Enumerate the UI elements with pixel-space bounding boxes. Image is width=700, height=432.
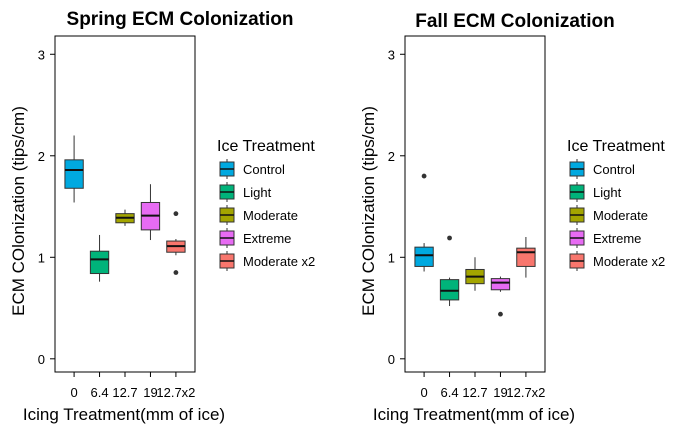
fall-legend-key-0: Control bbox=[569, 159, 635, 179]
spring-box-1 bbox=[89, 234, 110, 282]
spring-legend-label: Light bbox=[243, 185, 272, 200]
fall-chart-panel: Fall ECM Colonization ECM COlonization (… bbox=[359, 11, 665, 424]
spring-xtick-label: 12.7x2 bbox=[156, 385, 195, 400]
fall-xtick-label: 0 bbox=[420, 385, 427, 400]
spring-chart-title: Spring ECM Colonization bbox=[67, 9, 294, 30]
spring-legend-key-2: Moderate bbox=[219, 205, 298, 225]
fall-outlier-point bbox=[447, 235, 452, 241]
spring-y-axis-label: ECM COlonization (tips/cm) bbox=[9, 106, 28, 316]
fall-legend-label: Moderate bbox=[593, 208, 648, 223]
spring-ytick-label: 3 bbox=[38, 47, 45, 62]
spring-xtick-label: 0 bbox=[70, 385, 77, 400]
fall-legend-key-2: Moderate bbox=[569, 205, 648, 225]
fall-box-body bbox=[516, 247, 536, 267]
fall-legend: Ice Treatment Control Light Moderate Extrem… bbox=[567, 138, 665, 271]
fall-x-axis-label: Icing Treatment(mm of ice) bbox=[373, 405, 575, 424]
spring-legend-label: Control bbox=[243, 162, 285, 177]
spring-legend-key-1: Light bbox=[219, 182, 272, 202]
spring-ytick-label: 0 bbox=[38, 352, 45, 367]
spring-chart-panel: Spring ECM Colonization ECM COlonization… bbox=[9, 9, 315, 424]
spring-outlier-point bbox=[173, 270, 179, 275]
spring-box-body bbox=[64, 159, 84, 189]
spring-legend-key-3: Extreme bbox=[219, 228, 291, 248]
spring-box-4 bbox=[166, 211, 186, 275]
fall-legend-key-4: Moderate x2 bbox=[569, 251, 665, 271]
fall-xtick-label: 12.7x2 bbox=[506, 385, 545, 400]
spring-legend-title: Ice Treatment bbox=[217, 138, 315, 155]
fall-xtick-label: 6.4 bbox=[441, 385, 459, 400]
fall-legend-label: Light bbox=[593, 185, 622, 200]
fall-ytick-label: 3 bbox=[388, 47, 395, 62]
fall-ytick-label: 1 bbox=[388, 250, 395, 265]
fall-box-body bbox=[414, 246, 434, 267]
spring-box-body bbox=[89, 250, 110, 275]
fall-plot-area bbox=[404, 35, 546, 373]
fall-box-4 bbox=[516, 236, 536, 278]
spring-x-axis-label: Icing Treatment(mm of ice) bbox=[23, 405, 225, 424]
fall-box-body bbox=[439, 279, 460, 301]
fall-box-body bbox=[490, 278, 511, 291]
spring-legend-label: Extreme bbox=[243, 231, 291, 246]
fall-outlier-point bbox=[498, 311, 503, 317]
spring-legend: Ice Treatment Control Light Moderate Extrem… bbox=[217, 138, 315, 271]
spring-legend-label: Moderate bbox=[243, 208, 298, 223]
spring-box-2 bbox=[115, 209, 135, 226]
fall-xtick-label: 12.7 bbox=[462, 385, 487, 400]
spring-xtick-label: 19 bbox=[143, 385, 157, 400]
spring-xtick-label: 12.7 bbox=[112, 385, 137, 400]
fall-outlier-point bbox=[421, 173, 427, 179]
fall-legend-label: Extreme bbox=[593, 231, 641, 246]
fall-box-0 bbox=[414, 173, 434, 272]
spring-plot-area bbox=[54, 35, 196, 373]
fall-legend-title: Ice Treatment bbox=[567, 138, 665, 155]
spring-legend-key-0: Control bbox=[219, 159, 285, 179]
spring-xtick-label: 6.4 bbox=[91, 385, 109, 400]
spring-outlier-point bbox=[173, 211, 179, 217]
fall-box-2 bbox=[465, 257, 485, 291]
fall-ytick-label: 0 bbox=[388, 352, 395, 367]
spring-ytick-label: 2 bbox=[38, 149, 45, 164]
fall-legend-key-1: Light bbox=[569, 182, 622, 202]
fall-box-3 bbox=[490, 276, 511, 317]
fall-legend-label: Control bbox=[593, 162, 635, 177]
fall-chart-title: Fall ECM Colonization bbox=[415, 11, 615, 32]
fall-y-axis-label: ECM COlonization (tips/cm) bbox=[359, 106, 378, 316]
fall-legend-label: Moderate x2 bbox=[593, 254, 665, 269]
spring-legend-label: Moderate x2 bbox=[243, 254, 315, 269]
fall-ytick-label: 2 bbox=[388, 149, 395, 164]
spring-legend-key-4: Moderate x2 bbox=[219, 251, 315, 271]
spring-box-3 bbox=[140, 184, 161, 241]
fall-xtick-label: 19 bbox=[493, 385, 507, 400]
fall-box-1 bbox=[439, 235, 460, 307]
fall-legend-key-3: Extreme bbox=[569, 228, 641, 248]
spring-box-0 bbox=[64, 135, 84, 203]
spring-ytick-label: 1 bbox=[38, 250, 45, 265]
